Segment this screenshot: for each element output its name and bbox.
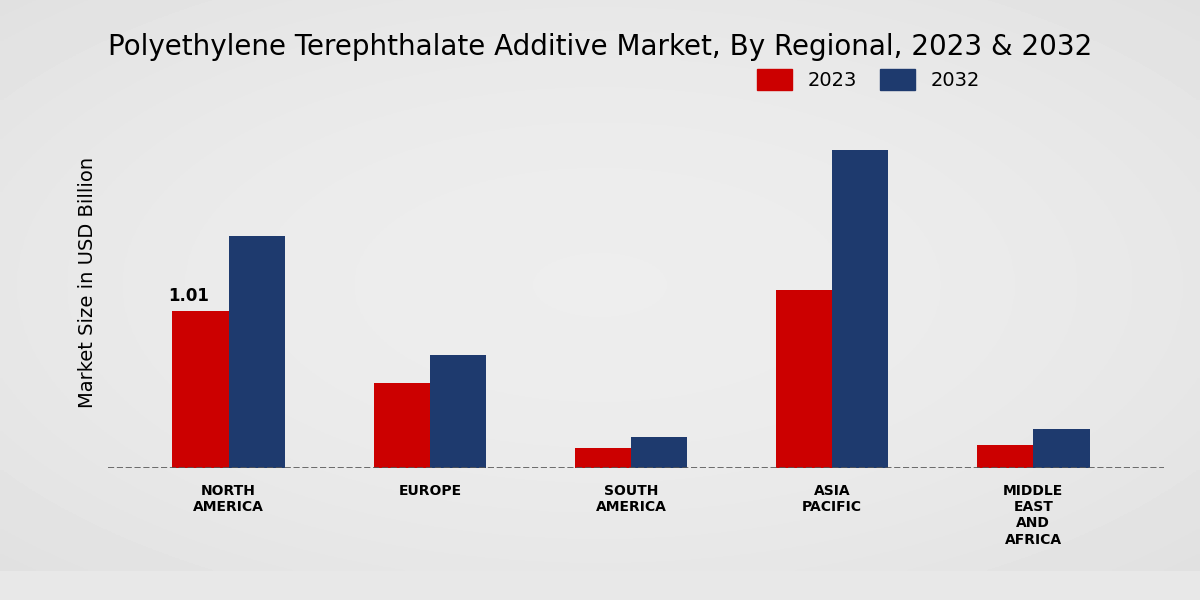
Bar [832, 150, 888, 468]
Bar [430, 355, 486, 468]
Bar [631, 437, 688, 468]
Bar [173, 311, 229, 468]
Text: Polyethylene Terephthalate Additive Market, By Regional, 2023 & 2032: Polyethylene Terephthalate Additive Mark… [108, 33, 1092, 61]
Y-axis label: Market Size in USD Billion: Market Size in USD Billion [78, 157, 97, 407]
Bar [775, 290, 832, 468]
Bar [373, 383, 430, 468]
Bar [1033, 429, 1090, 468]
Bar [229, 235, 286, 468]
Bar [977, 445, 1033, 468]
Legend: 2023, 2032: 2023, 2032 [749, 61, 988, 98]
Bar [575, 448, 631, 468]
Text: 1.01: 1.01 [168, 287, 209, 305]
